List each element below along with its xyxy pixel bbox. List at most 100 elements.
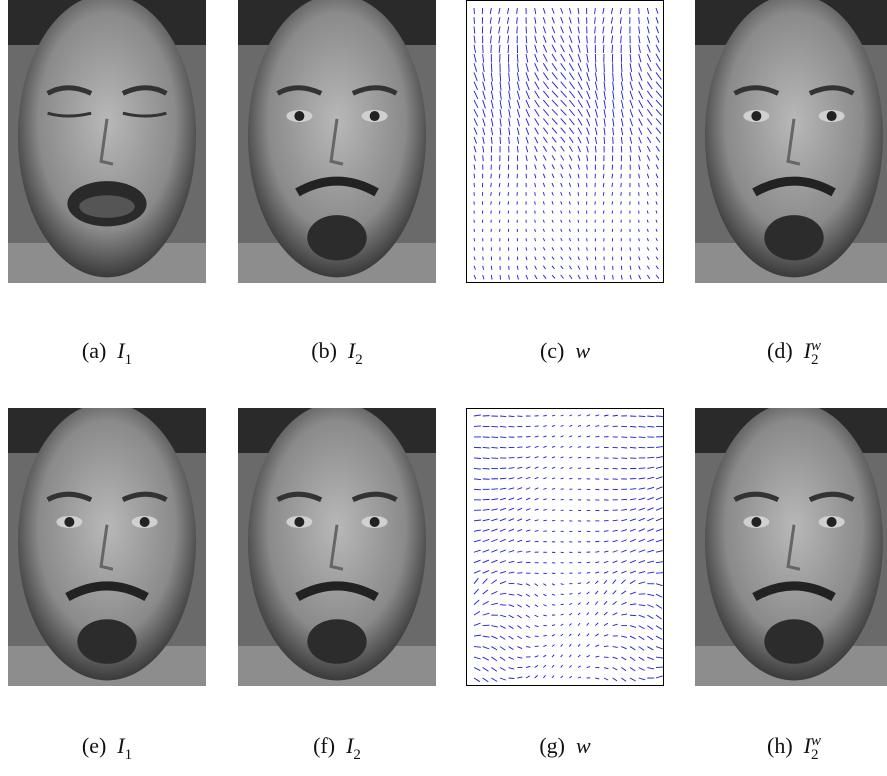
flow-arrow bbox=[621, 447, 627, 448]
flow-arrow bbox=[500, 416, 506, 417]
flow-arrow bbox=[630, 426, 636, 427]
flow-arrow bbox=[535, 426, 539, 427]
pupil bbox=[370, 517, 380, 527]
flow-arrow bbox=[621, 458, 627, 459]
sub: 2 bbox=[353, 747, 361, 763]
flow-arrow bbox=[578, 201, 579, 204]
flow-arrow bbox=[535, 211, 536, 214]
caption: (f) I2 bbox=[313, 733, 361, 764]
flow-arrow bbox=[509, 678, 515, 679]
flow-arrow bbox=[474, 238, 475, 241]
flow-arrow bbox=[543, 415, 546, 416]
flow-arrow bbox=[474, 17, 475, 24]
flow-arrow bbox=[604, 275, 605, 280]
flow-arrow bbox=[483, 155, 484, 161]
flow-arrow bbox=[491, 489, 498, 490]
flow-arrow bbox=[612, 165, 613, 170]
sym: w bbox=[811, 734, 821, 748]
caption-label: (b) bbox=[311, 338, 337, 363]
flow-arrow bbox=[603, 220, 604, 223]
script: w2 bbox=[811, 734, 821, 762]
flow-arrow bbox=[639, 437, 646, 438]
frame bbox=[467, 409, 664, 686]
flow-arrow bbox=[517, 257, 518, 261]
flow-arrow bbox=[630, 615, 636, 616]
flow-arrow bbox=[621, 192, 622, 196]
flow-arrow bbox=[499, 165, 500, 170]
flow-arrow bbox=[587, 247, 588, 250]
sym: I bbox=[348, 338, 355, 363]
flow-arrow bbox=[578, 220, 579, 223]
flow-arrow bbox=[569, 594, 572, 595]
sub: 2 bbox=[355, 352, 363, 368]
pupil bbox=[751, 517, 761, 527]
flow-arrow bbox=[630, 447, 636, 448]
face bbox=[18, 0, 196, 277]
caption-label: (h) bbox=[767, 733, 793, 758]
caption-label: (d) bbox=[767, 338, 793, 363]
flow-arrow bbox=[474, 426, 481, 427]
flow-arrow bbox=[612, 220, 613, 223]
sym: w bbox=[575, 338, 590, 363]
flow-arrow bbox=[474, 647, 481, 648]
flow-arrow bbox=[483, 468, 490, 469]
pupil bbox=[827, 517, 837, 527]
flow-arrow bbox=[569, 478, 572, 479]
flow-arrow bbox=[639, 416, 646, 417]
flow-arrow bbox=[639, 183, 640, 187]
caption-label: (f) bbox=[313, 733, 335, 758]
flow-arrow bbox=[491, 174, 492, 179]
flow-arrow bbox=[604, 531, 609, 532]
flow-arrow bbox=[543, 520, 546, 521]
flow-arrow bbox=[603, 174, 604, 179]
caption: (d) Iw2 bbox=[767, 338, 821, 367]
panel-image bbox=[238, 0, 436, 283]
flow-arrow bbox=[509, 416, 515, 417]
sym: I bbox=[804, 338, 811, 363]
flow-arrow bbox=[491, 266, 492, 270]
flow-arrow bbox=[535, 220, 536, 223]
flow-arrow bbox=[630, 437, 636, 438]
beard bbox=[764, 215, 823, 260]
flow-arrow bbox=[508, 45, 509, 53]
flow-arrow bbox=[491, 183, 492, 187]
flow-arrow bbox=[500, 605, 506, 606]
flow-arrow bbox=[603, 211, 604, 214]
caption: (b) I2 bbox=[311, 338, 362, 369]
tongue bbox=[79, 195, 134, 218]
flow-arrow bbox=[508, 174, 509, 179]
caption-label: 2 bbox=[811, 748, 821, 762]
caption-label: (e) bbox=[82, 733, 106, 758]
figure: (a) I1(b) I2(c) w(d) Iw2(e) I1(f) I2(g) … bbox=[0, 0, 887, 776]
sym: w bbox=[811, 339, 821, 353]
flow-arrow bbox=[491, 458, 498, 459]
flow-arrow bbox=[578, 211, 579, 214]
flow-arrow bbox=[621, 266, 622, 270]
pupil bbox=[370, 111, 380, 121]
flow-arrow bbox=[491, 211, 492, 214]
flow-arrow bbox=[474, 458, 481, 459]
flow-arrow bbox=[621, 499, 627, 500]
flow-arrow bbox=[483, 257, 484, 261]
flow-arrow bbox=[647, 426, 654, 427]
panel-image bbox=[466, 408, 664, 686]
flow-arrow bbox=[491, 63, 492, 72]
panel-image bbox=[8, 0, 206, 283]
sub: 1 bbox=[125, 352, 133, 368]
flow-arrow bbox=[500, 275, 501, 280]
flow-arrow bbox=[613, 468, 618, 469]
flow-arrow bbox=[500, 437, 506, 438]
pupil bbox=[294, 517, 304, 527]
flow-arrow bbox=[613, 137, 614, 144]
panel-image bbox=[8, 408, 206, 686]
caption: (c) w bbox=[540, 338, 590, 364]
flow-arrow bbox=[517, 26, 518, 33]
panel-image bbox=[238, 408, 436, 686]
pupil bbox=[751, 111, 761, 121]
flow-arrow bbox=[508, 211, 509, 214]
caption: (a) I1 bbox=[82, 338, 132, 369]
flow-arrow bbox=[604, 137, 605, 144]
caption: (e) I1 bbox=[82, 733, 132, 764]
flow-arrow bbox=[613, 415, 618, 416]
